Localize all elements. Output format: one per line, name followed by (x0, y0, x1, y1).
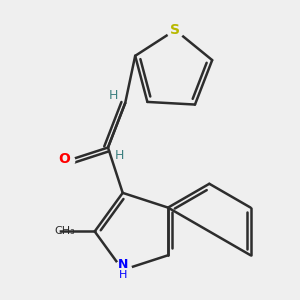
Circle shape (60, 153, 75, 168)
Text: O: O (58, 152, 70, 166)
Text: N: N (118, 258, 128, 271)
Circle shape (114, 261, 132, 279)
Circle shape (167, 22, 184, 38)
Text: H: H (115, 149, 124, 162)
Text: H: H (118, 270, 127, 280)
Text: CH₃: CH₃ (54, 226, 75, 236)
Text: H: H (109, 89, 118, 102)
Circle shape (40, 222, 59, 241)
Text: S: S (170, 23, 180, 37)
